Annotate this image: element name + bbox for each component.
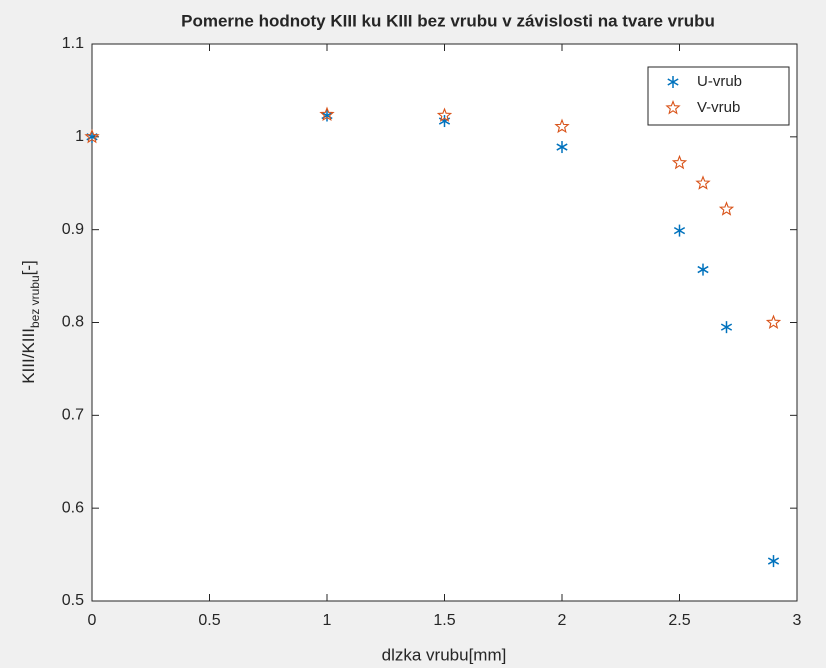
y-tick-label: 0.9 — [62, 221, 84, 238]
marker-stroke — [673, 226, 686, 235]
y-tick-label: 1.1 — [62, 35, 84, 52]
marker-shape — [765, 314, 782, 330]
y-tick-label: 1 — [75, 128, 84, 145]
x-tick-label: 1 — [323, 612, 332, 629]
marker — [319, 106, 335, 121]
marker — [695, 175, 711, 190]
plot-area — [92, 44, 797, 601]
x-axis-label: dlzka vrubu[mm] — [382, 645, 507, 664]
legend-label: U-vrub — [697, 73, 742, 90]
marker — [697, 263, 709, 276]
y-label-main: KIII/KIII — [19, 328, 38, 384]
marker — [556, 141, 568, 154]
marker-shape — [695, 175, 711, 190]
y-label-sub: bez vrubu — [28, 275, 42, 328]
marker-stroke — [720, 323, 733, 331]
marker — [436, 107, 453, 122]
marker — [673, 224, 686, 237]
marker — [720, 321, 733, 334]
x-tick-label: 0 — [88, 612, 97, 629]
x-tick-label: 3 — [793, 612, 802, 629]
chart-title: Pomerne hodnoty KIII ku KIII bez vrubu v… — [181, 11, 715, 30]
y-tick-label: 0.6 — [62, 499, 84, 516]
legend-box — [647, 66, 790, 126]
x-tick-label: 2.5 — [668, 612, 690, 629]
x-tick-label: 2 — [558, 612, 567, 629]
marker — [718, 201, 735, 216]
marker — [765, 314, 782, 330]
marker-shape — [84, 128, 100, 144]
marker — [671, 154, 688, 170]
y-tick-label: 0.5 — [62, 592, 84, 609]
marker-shape — [665, 99, 681, 115]
marker-shape — [718, 201, 735, 216]
marker — [665, 99, 681, 115]
marker-shape — [671, 154, 688, 170]
x-tick-label: 1.5 — [433, 612, 455, 629]
y-label-suffix: [-] — [19, 260, 38, 275]
y-tick-label: 0.8 — [62, 314, 84, 331]
marker-shape — [319, 106, 335, 121]
marker — [554, 118, 570, 134]
marker-stroke — [767, 557, 780, 565]
axes-box — [91, 43, 798, 602]
marker — [767, 555, 780, 568]
marker-stroke — [667, 78, 679, 86]
legend-label: V-vrub — [697, 99, 740, 116]
marker-shape — [554, 118, 570, 134]
x-tick-label: 0.5 — [198, 612, 220, 629]
marker — [84, 128, 100, 144]
marker-shape — [436, 107, 453, 122]
y-tick-label: 0.7 — [62, 407, 84, 424]
y-axis-label: KIII/KIIIbez vrubu[-] — [19, 260, 42, 384]
marker-stroke — [556, 143, 568, 151]
marker-stroke — [697, 265, 709, 274]
marker — [667, 76, 679, 88]
